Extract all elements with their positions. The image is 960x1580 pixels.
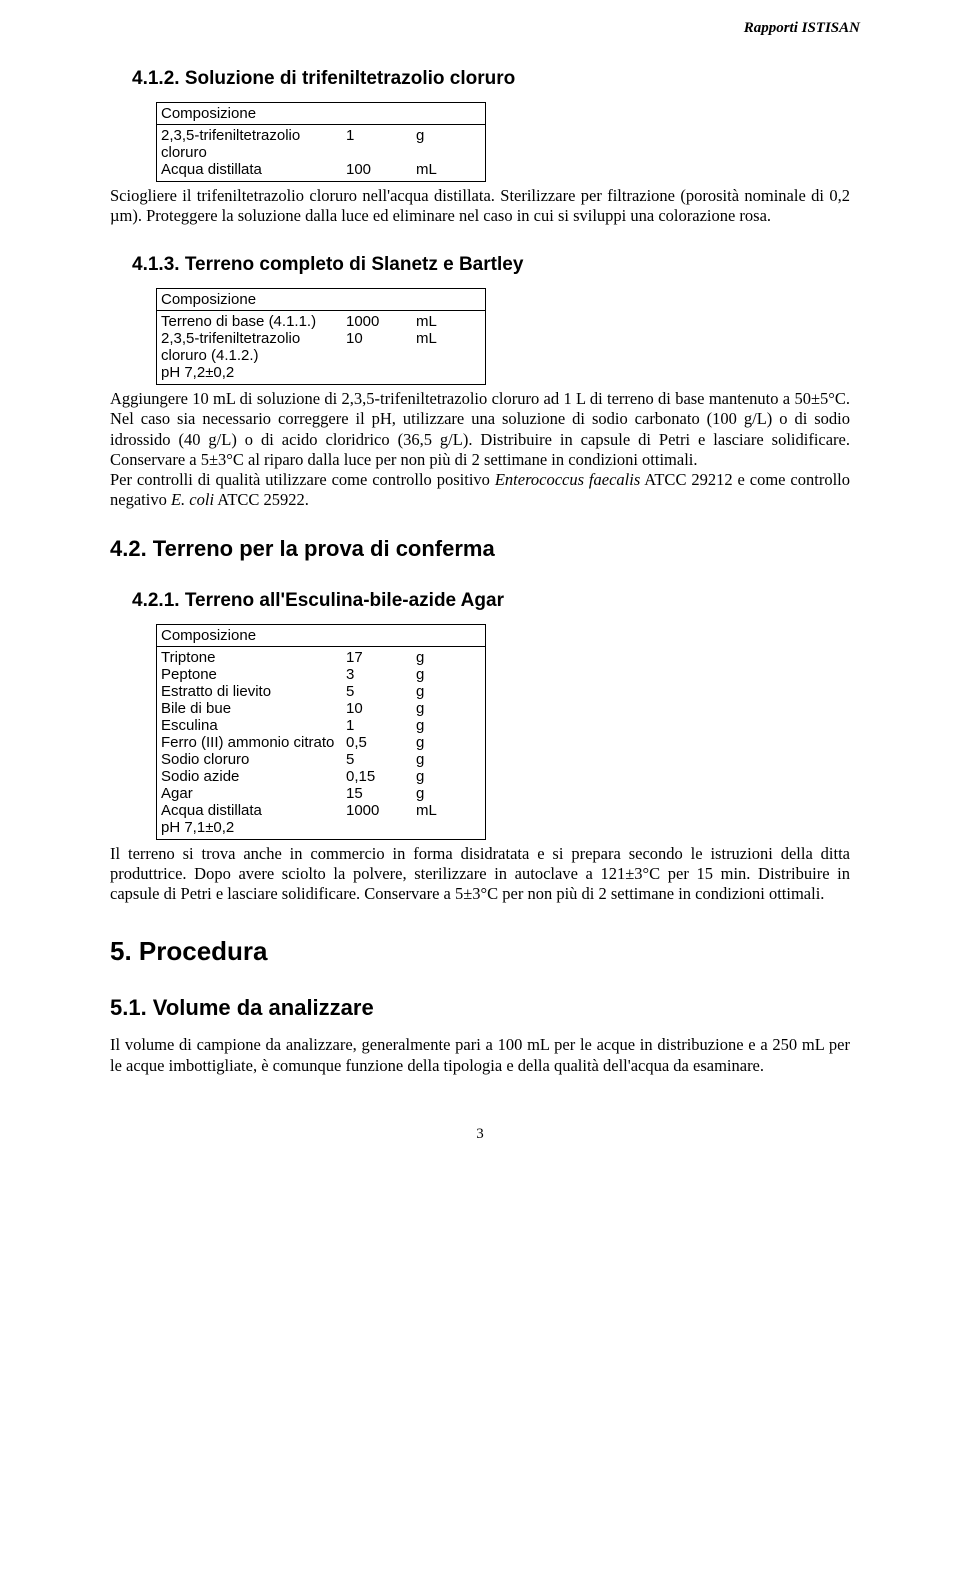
table-row: Acqua distillata1000mL (161, 802, 481, 819)
table-row: Triptone17g (161, 649, 481, 666)
body-5-1: Il volume di campione da analizzare, gen… (110, 1035, 850, 1075)
body-4-1-2: Sciogliere il trifeniltetrazolio cloruro… (110, 186, 850, 226)
table-row: pH 7,2±0,2 (161, 364, 481, 381)
cell-unit: mL (416, 330, 476, 364)
heading-4-2: 4.2. Terreno per la prova di conferma (110, 536, 850, 562)
cell-qty: 5 (346, 751, 416, 768)
cell-unit: g (416, 700, 476, 717)
cell-name: Bile di bue (161, 700, 346, 717)
species-1: Enterococcus faecalis (495, 470, 640, 489)
composition-box-4-1-3: Composizione Terreno di base (4.1.1.) 10… (156, 288, 850, 385)
body-4-2-1: Il terreno si trova anche in commercio i… (110, 844, 850, 904)
cell-qty: 1 (346, 717, 416, 734)
cell-unit (416, 819, 476, 836)
cell-unit: g (416, 717, 476, 734)
table-row: Agar15g (161, 785, 481, 802)
heading-4-1-3: 4.1.3. Terreno completo di Slanetz e Bar… (132, 254, 850, 276)
composition-title: Composizione (156, 102, 486, 124)
cell-name: Acqua distillata (161, 802, 346, 819)
cell-name: Sodio cloruro (161, 751, 346, 768)
composition-table: Triptone17g Peptone3g Estratto di lievit… (156, 646, 486, 840)
cell-qty (346, 364, 416, 381)
cell-unit: mL (416, 313, 476, 330)
heading-4-2-1: 4.2.1. Terreno all'Esculina-bile-azide A… (132, 590, 850, 612)
cell-qty: 1000 (346, 802, 416, 819)
cell-qty: 15 (346, 785, 416, 802)
text: ATCC 25922. (214, 490, 309, 509)
species-2: E. coli (171, 490, 214, 509)
cell-unit: g (416, 768, 476, 785)
heading-5: 5. Procedura (110, 936, 850, 967)
cell-qty: 1000 (346, 313, 416, 330)
cell-qty: 10 (346, 700, 416, 717)
cell-name: pH 7,2±0,2 (161, 364, 346, 381)
composition-table: 2,3,5-trifeniltetrazolio cloruro 1 g Acq… (156, 124, 486, 182)
cell-qty: 0,5 (346, 734, 416, 751)
cell-name: Acqua distillata (161, 161, 346, 178)
composition-box-4-1-2: Composizione 2,3,5-trifeniltetrazolio cl… (156, 102, 850, 182)
cell-unit: g (416, 127, 476, 161)
table-row: Peptone3g (161, 666, 481, 683)
cell-qty: 1 (346, 127, 416, 161)
cell-unit: g (416, 751, 476, 768)
cell-qty: 3 (346, 666, 416, 683)
text: Per controlli di qualità utilizzare come… (110, 470, 495, 489)
cell-unit: g (416, 683, 476, 700)
cell-name: 2,3,5-trifeniltetrazolio cloruro (161, 127, 346, 161)
cell-qty: 0,15 (346, 768, 416, 785)
cell-unit (416, 364, 476, 381)
table-row: pH 7,1±0,2 (161, 819, 481, 836)
cell-qty: 100 (346, 161, 416, 178)
composition-box-4-2-1: Composizione Triptone17g Peptone3g Estra… (156, 624, 850, 840)
cell-name: Peptone (161, 666, 346, 683)
cell-unit: g (416, 666, 476, 683)
composition-table: Terreno di base (4.1.1.) 1000 mL 2,3,5-t… (156, 310, 486, 385)
table-row: Sodio cloruro5g (161, 751, 481, 768)
table-row: Esculina1g (161, 717, 481, 734)
heading-4-1-2: 4.1.2. Soluzione di trifeniltetrazolio c… (132, 68, 850, 90)
cell-unit: g (416, 649, 476, 666)
table-row: 2,3,5-trifeniltetrazolio cloruro (4.1.2.… (161, 330, 481, 364)
table-row: Estratto di lievito5g (161, 683, 481, 700)
cell-qty (346, 819, 416, 836)
table-row: Acqua distillata 100 mL (161, 161, 481, 178)
table-row: Sodio azide0,15g (161, 768, 481, 785)
cell-name: Agar (161, 785, 346, 802)
cell-unit: g (416, 734, 476, 751)
table-row: Bile di bue10g (161, 700, 481, 717)
cell-name: Sodio azide (161, 768, 346, 785)
cell-name: Triptone (161, 649, 346, 666)
cell-name: Estratto di lievito (161, 683, 346, 700)
composition-title: Composizione (156, 624, 486, 646)
table-row: Terreno di base (4.1.1.) 1000 mL (161, 313, 481, 330)
cell-name: Terreno di base (4.1.1.) (161, 313, 346, 330)
cell-qty: 5 (346, 683, 416, 700)
table-row: Ferro (III) ammonio citrato0,5g (161, 734, 481, 751)
table-row: 2,3,5-trifeniltetrazolio cloruro 1 g (161, 127, 481, 161)
cell-name: 2,3,5-trifeniltetrazolio cloruro (4.1.2.… (161, 330, 346, 364)
cell-unit: mL (416, 161, 476, 178)
composition-title: Composizione (156, 288, 486, 310)
header-report-name: Rapporti ISTISAN (744, 20, 860, 37)
cell-qty: 10 (346, 330, 416, 364)
cell-name: pH 7,1±0,2 (161, 819, 346, 836)
body-4-1-3-p1: Aggiungere 10 mL di soluzione di 2,3,5-t… (110, 389, 850, 470)
cell-qty: 17 (346, 649, 416, 666)
cell-name: Ferro (III) ammonio citrato (161, 734, 346, 751)
cell-unit: mL (416, 802, 476, 819)
body-4-1-3-p2: Per controlli di qualità utilizzare come… (110, 470, 850, 510)
cell-unit: g (416, 785, 476, 802)
heading-5-1: 5.1. Volume da analizzare (110, 995, 850, 1021)
cell-name: Esculina (161, 717, 346, 734)
page-number: 3 (110, 1126, 850, 1143)
